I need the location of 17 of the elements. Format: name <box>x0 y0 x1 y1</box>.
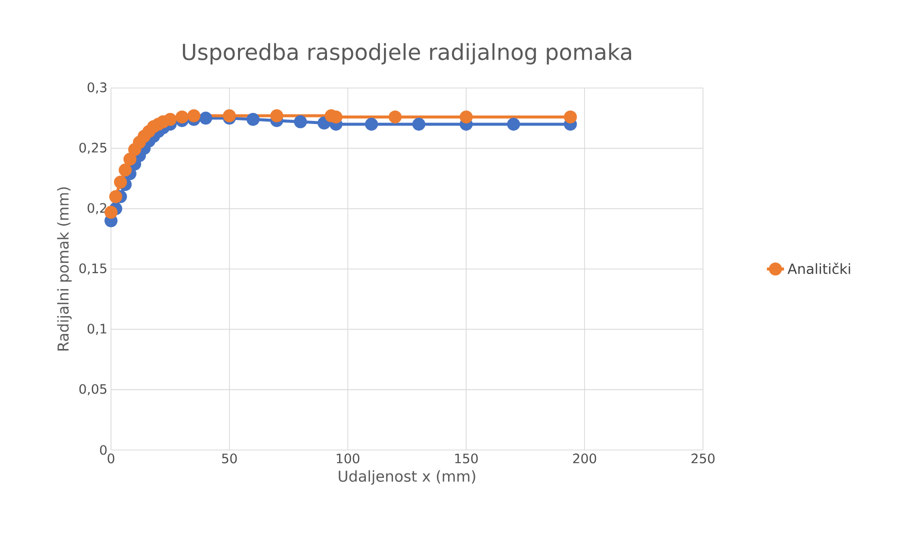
x-tick-label: 100 <box>336 454 360 464</box>
y-tick-label: 0,2 <box>88 203 106 214</box>
x-tick-label: 150 <box>455 454 478 464</box>
y-tick-label: 0,05 <box>79 384 106 396</box>
x-tick-label: 0 <box>108 454 114 464</box>
legend-label: Analitički <box>788 262 850 274</box>
y-tick-label: 0,15 <box>79 263 106 275</box>
x-axis-title: Udaljenost x (mm) <box>338 470 476 485</box>
x-tick-label: 250 <box>692 454 715 464</box>
y-tick-label: 0,1 <box>88 324 106 335</box>
chart-title: Usporedba raspodjele radijalnog pomaka <box>182 43 632 64</box>
x-tick-label: 200 <box>573 454 596 464</box>
y-axis-title: Radijalni pomak (mm) <box>57 187 72 350</box>
y-tick-label: 0,25 <box>79 142 106 154</box>
y-tick-label: 0,3 <box>88 82 106 94</box>
x-tick-label: 50 <box>222 454 237 464</box>
y-tick-label: 0 <box>100 445 107 455</box>
